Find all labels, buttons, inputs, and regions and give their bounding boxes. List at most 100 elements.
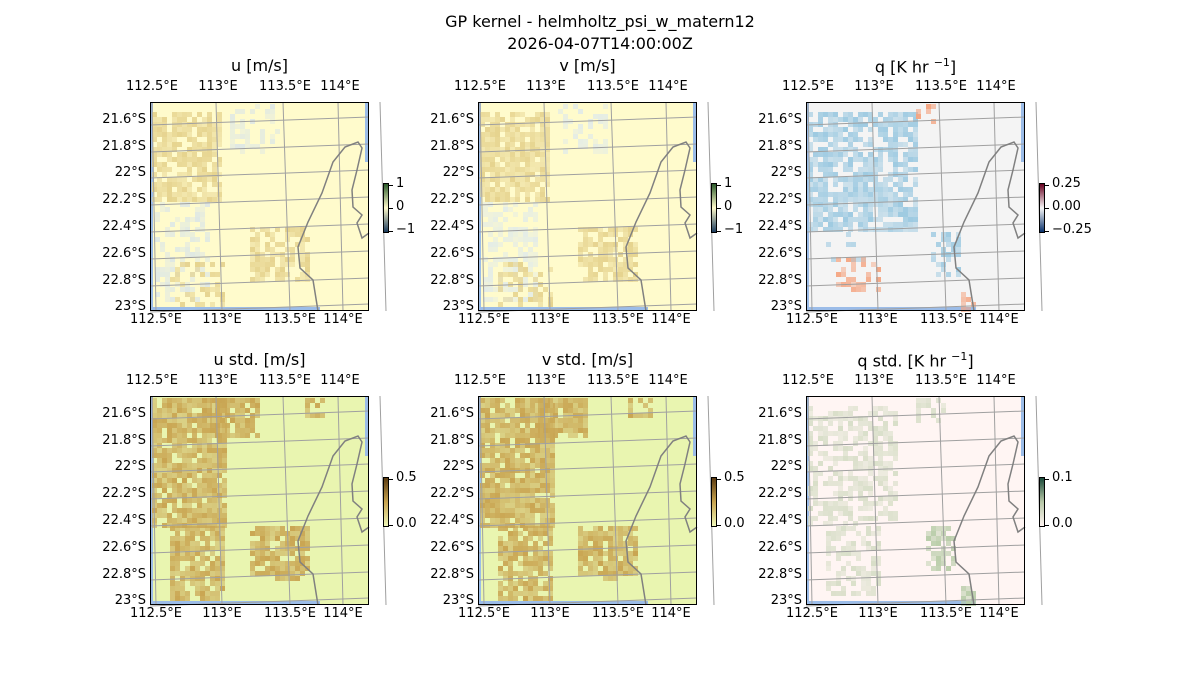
data-cell <box>813 137 818 142</box>
data-cell <box>848 227 853 232</box>
data-cell <box>898 122 903 127</box>
data-cell <box>515 523 520 528</box>
data-cell <box>633 262 638 267</box>
data-cell <box>593 561 598 566</box>
data-cell <box>898 207 903 212</box>
data-cell <box>255 531 260 536</box>
data-cell <box>217 137 222 142</box>
data-cell <box>202 453 207 458</box>
data-cell <box>530 488 535 493</box>
data-cell <box>583 428 588 433</box>
data-cell <box>618 561 623 566</box>
data-cell <box>858 486 863 491</box>
data-cell <box>182 433 187 438</box>
data-cell <box>893 441 898 446</box>
data-cell <box>538 433 543 438</box>
data-cell <box>305 398 310 403</box>
data-cell <box>157 418 162 423</box>
data-cell <box>525 192 530 197</box>
data-cell <box>848 446 853 451</box>
data-cell <box>848 506 853 511</box>
data-cell <box>167 463 172 468</box>
data-cell <box>177 157 182 162</box>
data-cell <box>828 227 833 232</box>
data-cell <box>190 581 195 586</box>
data-cell <box>931 408 936 413</box>
data-cell <box>250 531 255 536</box>
data-cell <box>618 546 623 551</box>
data-cell <box>493 227 498 232</box>
data-cell <box>833 217 838 222</box>
data-cell <box>270 237 275 242</box>
data-cell <box>265 257 270 262</box>
data-cell <box>598 247 603 252</box>
data-cell <box>485 488 490 493</box>
data-cell <box>187 493 192 498</box>
data-cell <box>182 508 187 513</box>
data-cell <box>260 134 265 139</box>
data-cell <box>210 262 215 267</box>
data-cell <box>490 498 495 503</box>
data-cell <box>190 277 195 282</box>
data-cell <box>187 488 192 493</box>
data-cell <box>931 119 936 124</box>
data-cell <box>545 137 550 142</box>
data-cell <box>495 503 500 508</box>
data-cell <box>485 463 490 468</box>
data-cell <box>508 531 513 536</box>
data-cell <box>515 398 520 403</box>
data-cell <box>197 513 202 518</box>
data-cell <box>878 112 883 117</box>
data-cell <box>936 551 941 556</box>
data-cell <box>167 142 172 147</box>
data-cell <box>202 428 207 433</box>
data-cell <box>172 197 177 202</box>
data-cell <box>583 541 588 546</box>
data-cell <box>598 227 603 232</box>
data-cell <box>846 242 851 247</box>
data-cell <box>858 466 863 471</box>
data-cell <box>200 556 205 561</box>
data-cell <box>538 551 543 556</box>
data-cell <box>888 192 893 197</box>
data-cell <box>480 137 485 142</box>
data-cell <box>260 531 265 536</box>
data-cell <box>187 112 192 117</box>
data-cell <box>550 478 555 483</box>
data-cell <box>573 134 578 139</box>
data-cell <box>513 262 518 267</box>
data-cell <box>813 486 818 491</box>
data-cell <box>177 428 182 433</box>
data-cell <box>255 551 260 556</box>
data-cell <box>185 222 190 227</box>
data-cell <box>588 561 593 566</box>
data-cell <box>851 526 856 531</box>
data-cell <box>295 536 300 541</box>
data-cell <box>280 566 285 571</box>
data-cell <box>628 257 633 262</box>
data-cell <box>480 448 485 453</box>
data-cell <box>515 408 520 413</box>
data-cell <box>841 586 846 591</box>
data-cell <box>305 262 310 267</box>
gridline-lat <box>477 169 698 179</box>
data-cell <box>220 403 225 408</box>
data-cell <box>515 112 520 117</box>
gridline-lon <box>871 395 879 606</box>
data-cell <box>195 227 200 232</box>
data-cell <box>210 287 215 292</box>
panel-title: v std. [m/s] <box>458 350 718 369</box>
data-cell <box>480 408 485 413</box>
data-cell <box>538 272 543 277</box>
data-cell <box>530 398 535 403</box>
gridline-lat <box>149 463 370 473</box>
data-cell <box>843 112 848 117</box>
data-cell <box>195 561 200 566</box>
data-cell <box>878 451 883 456</box>
data-cell <box>207 423 212 428</box>
data-cell <box>310 398 315 403</box>
data-cell <box>598 114 603 119</box>
data-cell <box>280 257 285 262</box>
data-cell <box>220 418 225 423</box>
data-cell <box>515 167 520 172</box>
